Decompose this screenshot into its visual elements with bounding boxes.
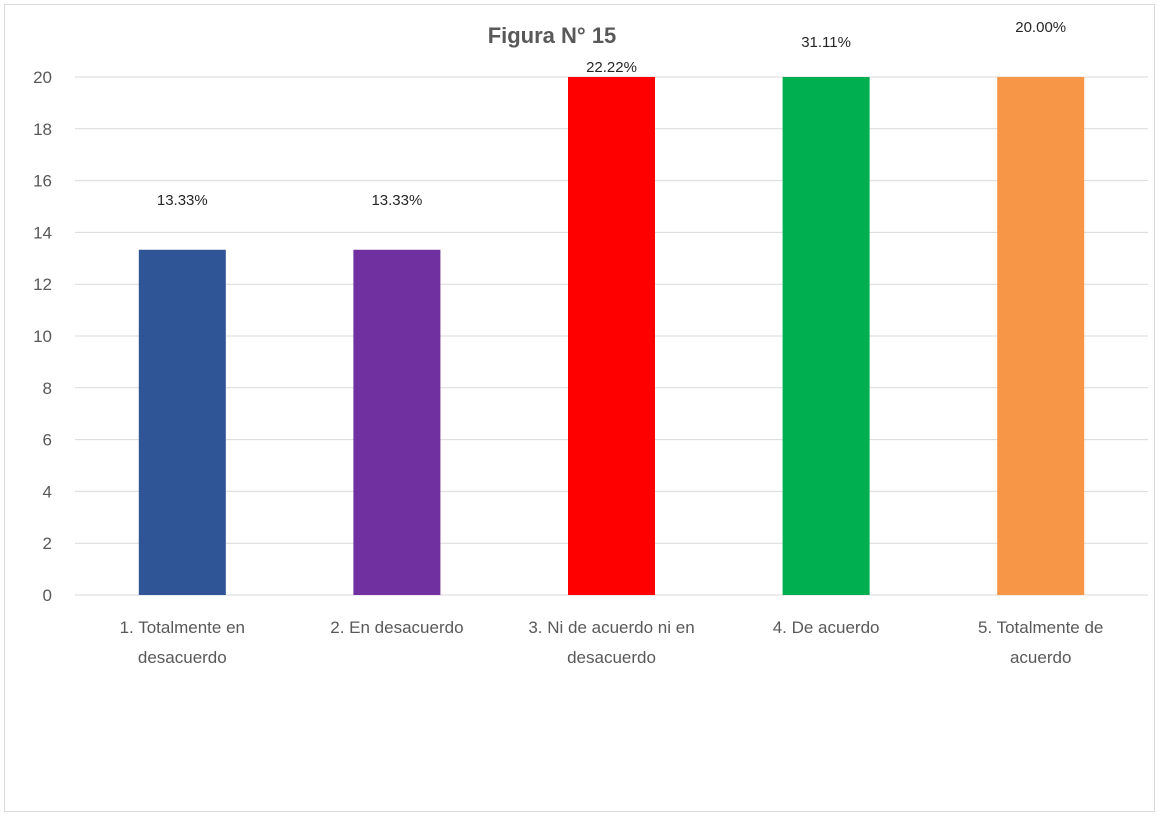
chart-title: Figura N° 15 bbox=[488, 23, 617, 48]
x-category-label: 3. Ni de acuerdo ni en desacuerdo bbox=[528, 618, 694, 667]
x-category-label: 1. Totalmente en desacuerdo bbox=[120, 618, 245, 667]
bar bbox=[568, 77, 655, 595]
data-labels: 13.33% 13.33% 22.22% 31.11% 20.00% bbox=[157, 19, 1066, 209]
bar bbox=[997, 77, 1085, 595]
bars bbox=[138, 77, 1085, 596]
y-axis-ticks: 0 2 4 6 8 10 12 14 16 18 20 bbox=[33, 68, 52, 605]
y-tick-label: 2 bbox=[43, 534, 52, 553]
y-tick-label: 8 bbox=[43, 379, 52, 398]
x-category-label: 2. En desacuerdo bbox=[330, 618, 463, 637]
x-axis-categories: 1. Totalmente en desacuerdo 2. En desacuer… bbox=[120, 618, 1104, 667]
x-category-label: 4. De acuerdo bbox=[773, 618, 880, 637]
data-label: 22.22% bbox=[586, 59, 637, 76]
x-category-label: 5. Totalmente de acuerdo bbox=[978, 618, 1103, 667]
y-tick-label: 0 bbox=[43, 586, 52, 605]
y-tick-label: 14 bbox=[33, 223, 52, 242]
bar bbox=[782, 77, 870, 595]
y-tick-label: 16 bbox=[33, 172, 52, 191]
bar bbox=[138, 249, 226, 596]
y-tick-label: 12 bbox=[33, 275, 52, 294]
y-tick-label: 18 bbox=[33, 120, 52, 139]
data-label: 13.33% bbox=[371, 192, 422, 209]
bar bbox=[353, 249, 441, 596]
data-label: 13.33% bbox=[157, 192, 208, 209]
y-tick-label: 10 bbox=[33, 327, 52, 346]
data-label: 31.11% bbox=[801, 34, 851, 51]
y-tick-label: 4 bbox=[43, 482, 52, 501]
y-tick-label: 6 bbox=[43, 431, 52, 450]
data-label: 20.00% bbox=[1015, 19, 1066, 36]
y-tick-label: 20 bbox=[33, 68, 52, 87]
